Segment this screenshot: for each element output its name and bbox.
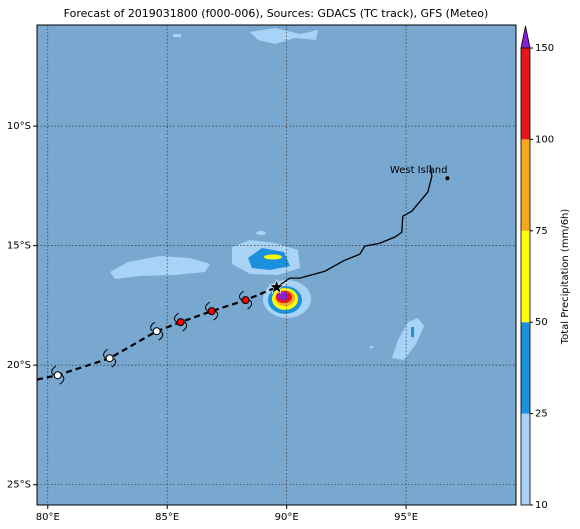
- x-tick-label: 95°E: [394, 512, 418, 523]
- colorbar-segment: [521, 48, 530, 140]
- colorbar-tick-label: 150: [535, 43, 554, 54]
- path-line: [276, 164, 433, 288]
- cyclone-dot: [207, 307, 216, 316]
- precip-area: [411, 327, 414, 337]
- cyclone-dot: [152, 327, 161, 336]
- cyclone-arc: [51, 365, 57, 376]
- map-layer: [37, 25, 516, 505]
- precip-area: [278, 292, 288, 300]
- cyclone-marker: [51, 365, 65, 385]
- colorbar-tick-label: 25: [535, 409, 548, 420]
- cyclone-arc: [174, 312, 179, 323]
- track-line: [37, 286, 278, 381]
- cyclone-dot: [241, 296, 250, 305]
- colorbar-extend: [520, 25, 531, 49]
- colorbar-tick-label: 75: [535, 226, 548, 237]
- cyclone-dot: [176, 318, 185, 327]
- map-title: Forecast of 2019031800 (f000-006), Sourc…: [64, 7, 489, 20]
- cyclone-arc: [182, 321, 188, 332]
- y-tick-label: 15°S: [7, 241, 31, 252]
- colorbar-segment: [521, 413, 530, 505]
- cyclone-marker: [239, 290, 253, 310]
- cyclone-arc: [59, 374, 65, 385]
- y-tick-label: 10°S: [7, 121, 31, 132]
- colorbar-segment: [521, 139, 530, 231]
- y-tick-label: 20°S: [7, 360, 31, 371]
- map-frame: [36, 24, 517, 506]
- cyclone-arc: [111, 357, 117, 368]
- precip-area: [370, 346, 373, 348]
- cyclone-dot: [53, 371, 62, 380]
- cyclone-arc: [213, 310, 219, 321]
- cyclone-marker: [150, 321, 164, 341]
- cyclone-marker: [205, 301, 219, 321]
- precip-area: [110, 256, 210, 279]
- y-tick-label: 25°S: [7, 480, 31, 491]
- cyclone-arc: [239, 290, 244, 301]
- colorbar-segment: [521, 322, 530, 414]
- precip-area: [256, 231, 266, 235]
- colorbar-tick-label: 100: [535, 134, 554, 145]
- cyclone-arc: [158, 330, 164, 341]
- cyclone-arc: [247, 299, 253, 310]
- cyclone-arc: [205, 301, 210, 312]
- colorbar-label: Total Precipitation (mm/6h): [560, 209, 571, 346]
- place-dot: [445, 176, 450, 181]
- cyclone-dot: [105, 354, 114, 363]
- place-label: West Island: [390, 165, 448, 176]
- cyclone-marker: [103, 348, 117, 368]
- precip-area: [392, 318, 424, 360]
- colorbar-segment: [521, 230, 530, 323]
- cyclone-arc: [103, 348, 108, 359]
- x-tick-label: 90°E: [275, 512, 299, 523]
- precip-area: [250, 28, 318, 44]
- colorbar-frame: [520, 47, 531, 506]
- current-position: [268, 278, 285, 295]
- x-tick-label: 85°E: [155, 512, 179, 523]
- cyclone-marker: [174, 312, 188, 332]
- x-tick-label: 80°E: [36, 512, 60, 523]
- precip-area: [264, 254, 282, 260]
- cyclone-arc: [150, 321, 155, 332]
- precip-area: [173, 34, 181, 37]
- colorbar-tick-label: 10: [535, 500, 548, 511]
- colorbar-tick-label: 50: [535, 317, 548, 328]
